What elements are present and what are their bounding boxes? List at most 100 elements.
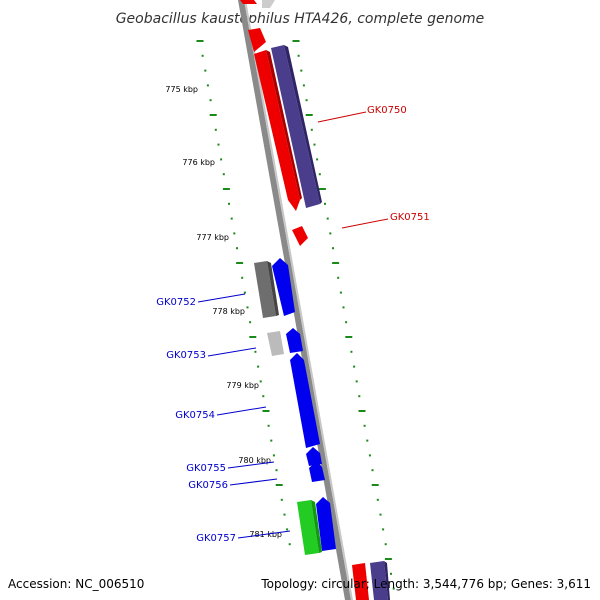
tick-mark	[366, 439, 369, 442]
tick-mark	[286, 528, 289, 531]
tick-label: 780 kbp	[238, 456, 271, 465]
tick-mark	[379, 513, 382, 516]
tick-mark	[262, 410, 270, 412]
feature-track	[240, 0, 390, 600]
tick-mark	[275, 469, 278, 472]
gene-label-gk0757: GK0757	[196, 533, 236, 544]
tick-mark	[196, 40, 204, 42]
tick-mark	[297, 54, 300, 57]
feature-red-bottom	[352, 563, 369, 600]
gene-label-gk0752: GK0752	[156, 297, 196, 308]
tick-mark	[288, 543, 291, 546]
tick-mark	[324, 202, 326, 205]
tick-mark	[209, 99, 212, 102]
tick-mark	[222, 188, 230, 190]
tick-mark	[358, 410, 366, 412]
feature-blue-gk0757	[316, 497, 336, 551]
tick-mark	[201, 54, 204, 57]
feature-red-gk0750	[254, 50, 300, 211]
tick-mark	[249, 336, 257, 338]
tick-mark	[332, 247, 334, 250]
tick-mark	[339, 291, 342, 294]
tick-mark	[345, 321, 348, 324]
tick-mark	[204, 69, 207, 72]
tick-mark	[363, 424, 366, 427]
feature-green-gk0757	[297, 500, 319, 555]
tick-mark	[384, 543, 387, 546]
tick-mark	[368, 454, 371, 457]
tick-mark	[272, 454, 275, 457]
tick-mark	[249, 321, 252, 324]
tick-mark	[246, 306, 249, 309]
tick-mark	[318, 188, 326, 190]
tick-mark	[222, 173, 225, 176]
feature-gray-top	[262, 0, 275, 8]
tick-mark	[390, 572, 392, 575]
tick-mark	[214, 128, 217, 131]
tick-track	[196, 40, 395, 590]
tick-label: 777 kbp	[196, 233, 229, 242]
gene-label-gk0754: GK0754	[175, 410, 215, 421]
tick-mark	[267, 424, 270, 427]
tick-mark	[302, 84, 305, 87]
tick-mark	[292, 40, 300, 42]
tick-mark	[228, 202, 230, 205]
tick-mark	[236, 262, 244, 264]
tick-mark	[384, 558, 392, 560]
tick-mark	[337, 276, 340, 279]
tick-mark	[230, 217, 233, 220]
gene-label-gk0751: GK0751	[390, 212, 430, 223]
tick-label: 775 kbp	[165, 85, 198, 94]
tick-mark	[342, 306, 345, 309]
tick-mark	[259, 380, 262, 383]
tick-mark	[262, 395, 265, 398]
tick-mark	[257, 365, 260, 368]
map-title: Geobacillus kaustophilus HTA426, complet…	[116, 11, 485, 27]
tick-mark	[310, 128, 313, 131]
feature-blue-gk0755	[306, 447, 322, 466]
tick-mark	[254, 350, 257, 353]
tick-mark	[233, 232, 236, 235]
tick-mark	[243, 291, 246, 294]
tick-mark	[305, 114, 313, 116]
gene-labels: GK0750 GK0751 GK0752 GK0753 GK0754 GK075…	[156, 105, 430, 544]
tick-mark	[392, 587, 395, 590]
feature-red-top-arrow	[248, 28, 266, 52]
tick-mark	[345, 336, 353, 338]
tick-mark	[332, 262, 340, 264]
tick-mark	[275, 484, 283, 486]
gene-label-gk0756: GK0756	[188, 480, 228, 491]
tick-mark	[236, 247, 238, 250]
tick-mark	[300, 69, 303, 72]
feature-blue-gk0756	[309, 461, 325, 482]
tick-mark	[355, 380, 358, 383]
feature-purple-bottom	[370, 561, 388, 600]
tick-mark	[318, 173, 321, 176]
tick-mark	[371, 469, 374, 472]
feature-gray-gk0752	[254, 261, 276, 318]
tick-label: 776 kbp	[182, 158, 215, 167]
tick-mark	[313, 143, 316, 146]
feature-red-top-partial	[240, 0, 257, 4]
feature-purple-gk0750	[271, 45, 320, 208]
feature-blue-gk0754	[290, 353, 320, 448]
feature-red-gk0751	[292, 226, 308, 246]
tick-mark	[353, 365, 356, 368]
genome-backbone	[238, 0, 353, 600]
tick-mark	[270, 439, 273, 442]
topology-text: Topology: circular; Length: 3,544,776 bp…	[261, 577, 591, 591]
tick-mark	[371, 484, 379, 486]
gene-label-gk0755: GK0755	[186, 463, 226, 474]
tick-mark	[316, 158, 319, 161]
gene-label-gk0750: GK0750	[367, 105, 407, 116]
tick-mark	[209, 114, 217, 116]
tick-mark	[326, 217, 329, 220]
tick-mark	[283, 513, 286, 516]
tick-mark	[280, 498, 283, 501]
feature-lightgray-gk0753	[267, 331, 284, 356]
tick-mark	[220, 158, 223, 161]
tick-mark	[305, 99, 308, 102]
feature-blue-gk0752	[272, 258, 295, 316]
accession-text: Accession: NC_006510	[8, 577, 145, 591]
